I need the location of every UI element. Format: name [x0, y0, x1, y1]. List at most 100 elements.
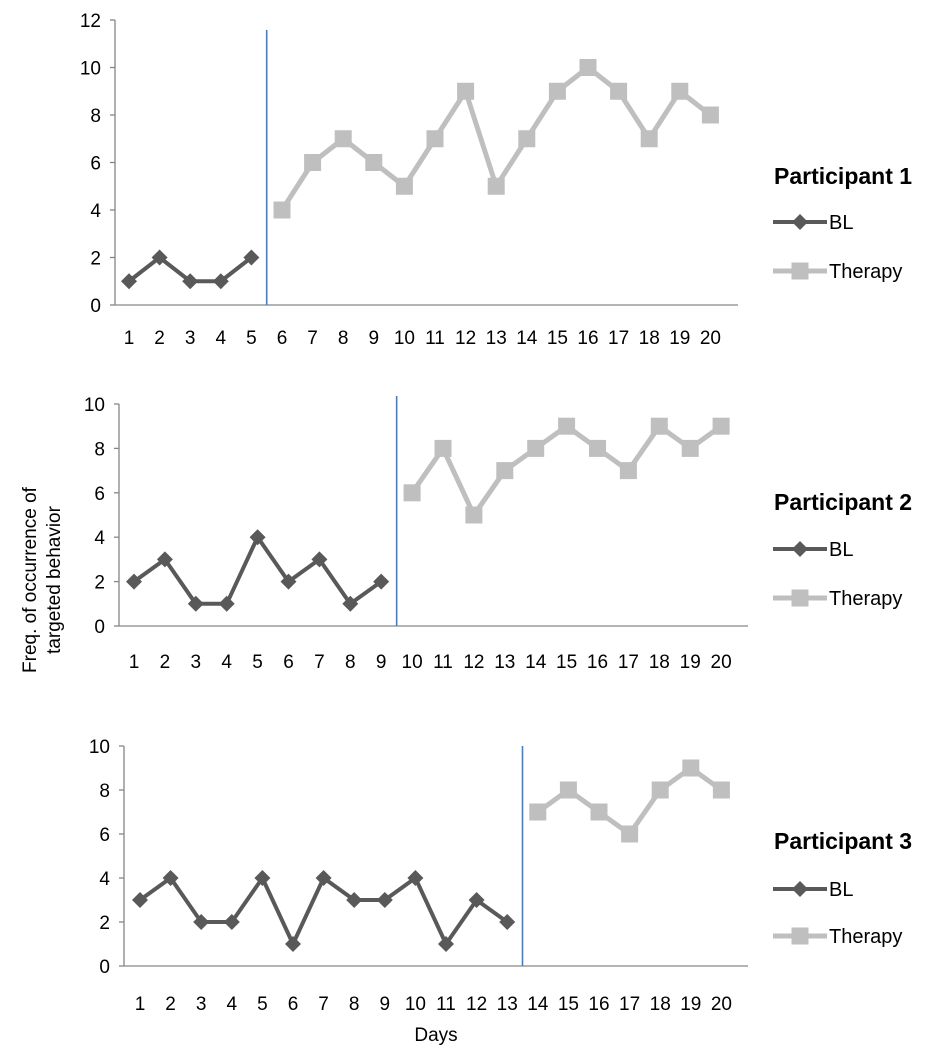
- therapy-point: [610, 82, 628, 100]
- bl-point: [156, 551, 173, 568]
- bl-point: [254, 870, 271, 886]
- y-tick-label: 8: [94, 439, 105, 460]
- x-tick-label: 2: [154, 328, 165, 349]
- bl-point: [280, 573, 297, 590]
- y-tick-label: 10: [84, 395, 105, 416]
- panel-title: Participant 2: [774, 489, 912, 515]
- y-tick-label: 2: [99, 913, 110, 934]
- y-tick-label: 8: [99, 781, 110, 802]
- therapy-point: [487, 177, 505, 195]
- bl-series-line: [132, 535, 383, 606]
- y-tick-label: 2: [94, 573, 105, 594]
- x-tick-label: 16: [577, 328, 598, 349]
- x-tick-label: 4: [216, 328, 227, 349]
- legend-entry-therapy: Therapy: [773, 261, 902, 283]
- therapy-point: [579, 59, 597, 76]
- therapy-point: [681, 439, 699, 457]
- x-tick-label: 10: [394, 328, 415, 349]
- x-tick-label: 19: [669, 328, 690, 349]
- y-tick-label: 10: [80, 59, 101, 80]
- x-tick-label: 3: [196, 994, 207, 1015]
- x-tick-label: 9: [369, 328, 380, 349]
- x-tick-label: 2: [165, 994, 176, 1015]
- x-tick-label: 5: [252, 652, 263, 673]
- y-tick-label: 0: [90, 296, 101, 317]
- x-tick-label: 15: [558, 994, 579, 1015]
- therapy-point: [434, 439, 452, 457]
- x-tick-label: 16: [588, 994, 609, 1015]
- therapy-series-line: [536, 765, 723, 837]
- legend-square-marker: [791, 589, 809, 607]
- y-tick-label: 6: [90, 154, 101, 175]
- therapy-point: [527, 439, 545, 457]
- x-tick-label: 8: [338, 328, 349, 349]
- y-tick-label: 6: [99, 825, 110, 846]
- x-axis-label: Days: [414, 1025, 457, 1046]
- x-tick-label: 10: [405, 994, 426, 1015]
- x-tick-label: 14: [516, 328, 538, 349]
- bl-point: [223, 914, 240, 930]
- y-axis-label-line-2: targeted behavior: [44, 505, 65, 654]
- y-tick-label: 4: [90, 201, 101, 222]
- therapy-point: [496, 462, 514, 480]
- x-tick-label: 14: [525, 652, 547, 673]
- bl-point: [315, 870, 332, 886]
- x-tick-label: 17: [608, 328, 629, 349]
- legend-entry-bl: BL: [773, 539, 853, 561]
- therapy-point: [671, 82, 689, 100]
- x-tick-label: 11: [425, 328, 445, 349]
- x-tick-label: 8: [345, 652, 356, 673]
- therapy-point: [548, 82, 566, 100]
- panel-title: Participant 1: [774, 163, 912, 189]
- bl-point: [342, 595, 359, 612]
- legend-square-marker: [791, 262, 809, 280]
- x-tick-label: 5: [246, 328, 257, 349]
- bl-point: [121, 273, 137, 290]
- bl-point: [311, 551, 328, 568]
- legend-label: Therapy: [829, 261, 902, 283]
- x-tick-label: 20: [700, 328, 721, 349]
- bl-point: [249, 529, 266, 546]
- legend-label: Therapy: [829, 926, 902, 948]
- x-tick-label: 8: [349, 994, 360, 1015]
- therapy-series-line: [410, 423, 723, 518]
- x-tick-label: 12: [455, 328, 476, 349]
- x-tick-label: 1: [124, 328, 135, 349]
- therapy-point: [334, 130, 352, 148]
- bl-point: [285, 936, 301, 952]
- y-tick-label: 0: [94, 617, 105, 638]
- x-tick-label: 7: [314, 652, 325, 673]
- bl-point: [212, 273, 229, 290]
- bl-point: [407, 870, 424, 886]
- bl-point: [187, 595, 204, 612]
- x-tick-label: 6: [277, 328, 288, 349]
- therapy-point: [465, 506, 483, 524]
- x-tick-label: 3: [191, 652, 202, 673]
- x-tick-label: 19: [680, 652, 701, 673]
- x-tick-label: 11: [436, 994, 456, 1015]
- y-axis-label: Freq. of occurrence of targeted behavior: [20, 486, 65, 673]
- legend-label: Therapy: [829, 588, 902, 610]
- therapy-point: [590, 803, 608, 821]
- x-tick-label: 19: [680, 994, 701, 1015]
- bl-series-line: [138, 876, 509, 946]
- legend-label: BL: [829, 879, 853, 901]
- legend-entry-bl: BL: [773, 879, 853, 901]
- bl-point: [182, 273, 199, 290]
- therapy-point: [712, 417, 730, 435]
- x-tick-label: 9: [380, 994, 391, 1015]
- therapy-point: [651, 781, 669, 799]
- x-tick-label: 18: [639, 328, 660, 349]
- bl-point: [376, 892, 393, 908]
- bl-point: [438, 936, 454, 952]
- legend-label: BL: [829, 212, 853, 234]
- x-tick-label: 13: [494, 652, 515, 673]
- therapy-point: [559, 781, 577, 799]
- x-tick-label: 11: [433, 652, 453, 673]
- x-tick-label: 13: [497, 994, 518, 1015]
- y-tick-label: 0: [99, 957, 110, 978]
- bl-point: [132, 892, 148, 908]
- therapy-point: [682, 759, 700, 777]
- x-tick-label: 5: [257, 994, 268, 1015]
